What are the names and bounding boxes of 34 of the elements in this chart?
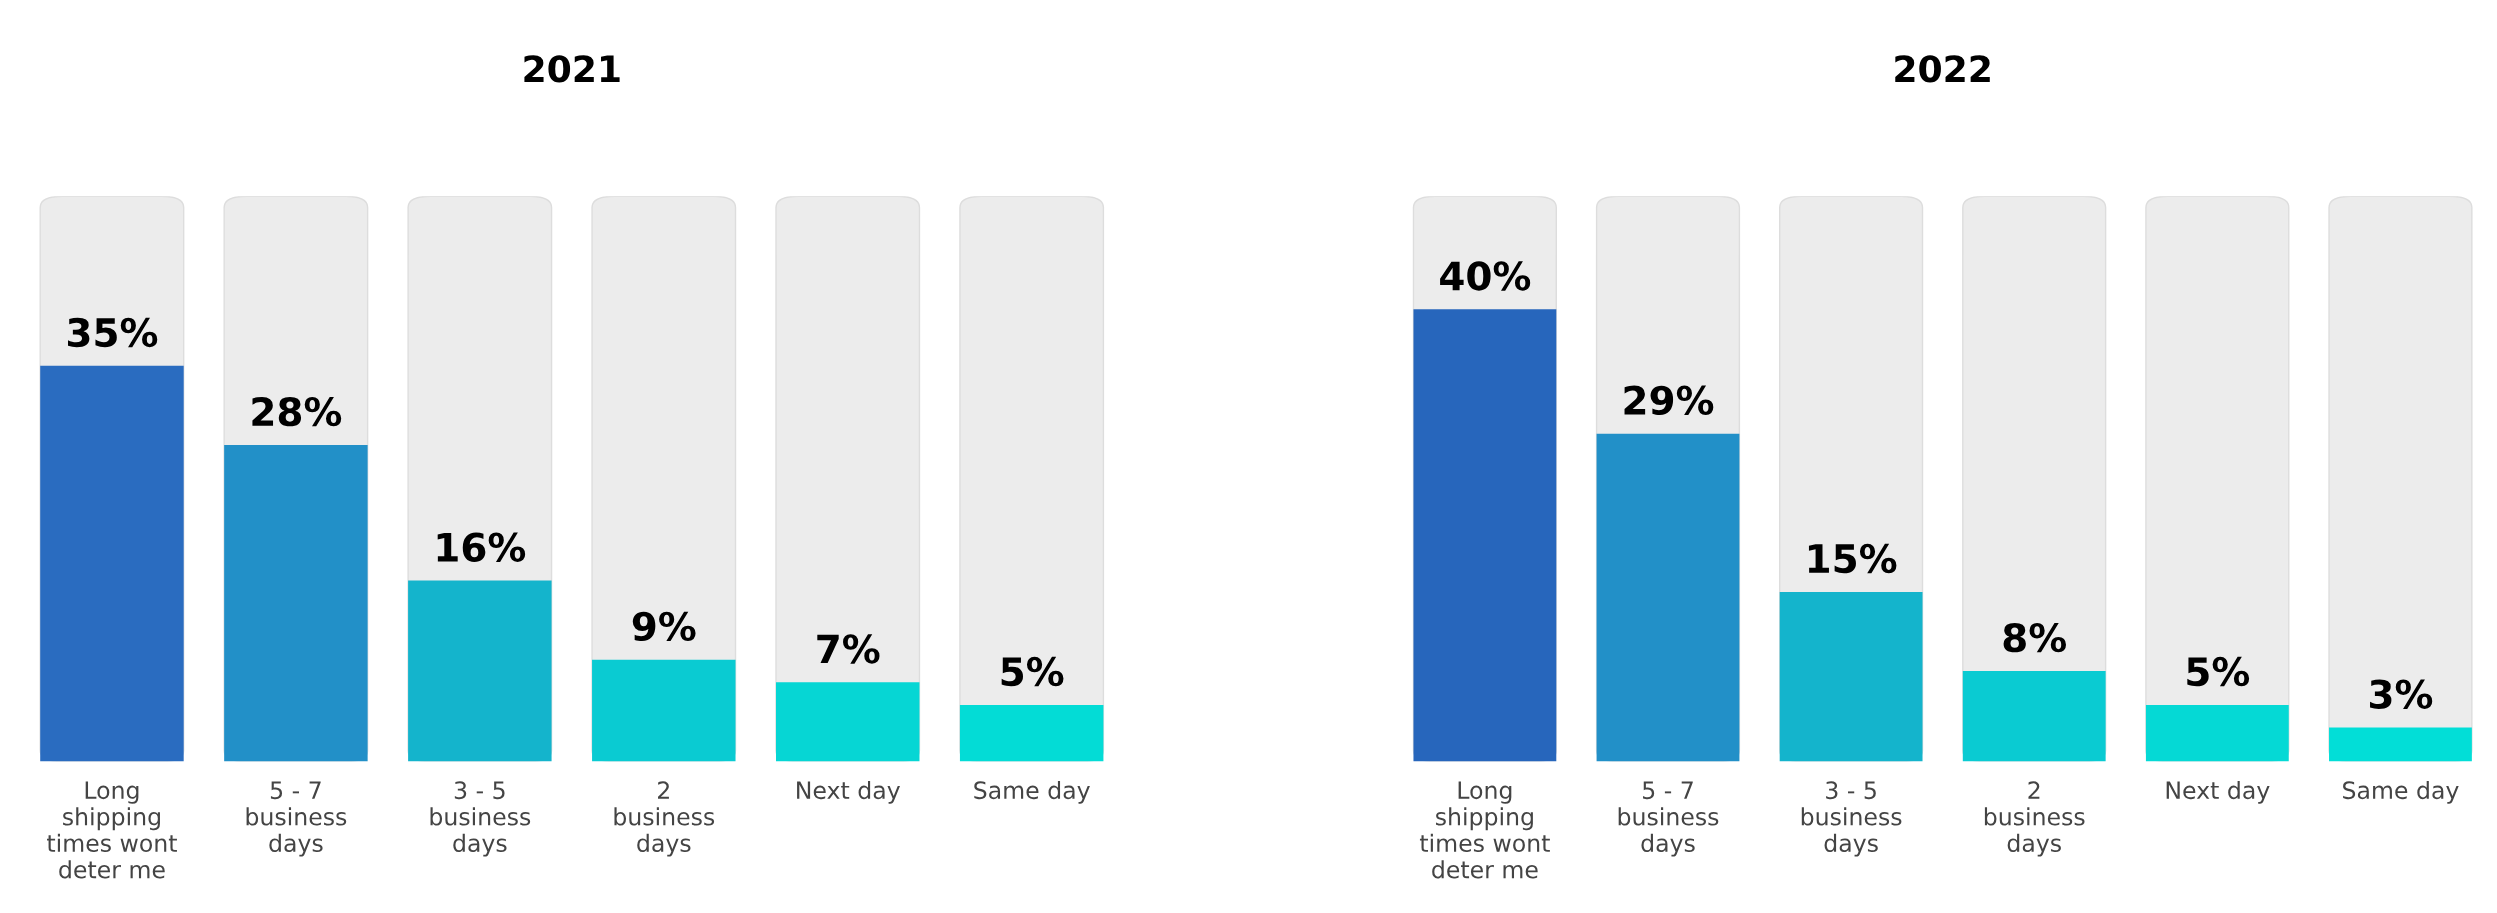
data-label: 35% [68, 317, 158, 348]
x-tick-label: 3 - 5 business days [1801, 781, 1902, 857]
data-label: 8% [2003, 622, 2066, 653]
x-tick-label: 5 - 7 business days [246, 781, 347, 857]
x-tick-label: Same day [2343, 780, 2459, 804]
data-label: 5% [2187, 656, 2250, 687]
bar [775, 682, 920, 762]
bar [592, 659, 736, 762]
chart-title: 2021 [524, 55, 620, 83]
data-label: 29% [1624, 385, 1714, 416]
data-label: 28% [252, 396, 342, 427]
data-label: 40% [1440, 261, 1531, 291]
x-tick-label: Next day [2166, 780, 2270, 804]
chart-title: 2022 [1895, 55, 1990, 83]
bar [1962, 671, 2106, 762]
x-tick-label: Long shipping times wont deter me [47, 781, 177, 879]
x-tick-label: Long shipping times wont deter me [1419, 781, 1550, 879]
x-tick-label: Same day [974, 780, 1090, 804]
x-tick-label: 2 business days [614, 781, 715, 857]
x-tick-label: 3 - 5 business days [430, 781, 531, 857]
data-label: 5% [1001, 656, 1064, 687]
bar [959, 704, 1104, 762]
data-label: 16% [437, 532, 526, 562]
bar [408, 580, 552, 762]
data-label: 9% [632, 611, 696, 642]
data-label: 3% [2370, 679, 2433, 709]
x-tick-label: 2 business days [1984, 781, 2085, 857]
data-label: 7% [817, 634, 880, 664]
data-label: 15% [1808, 543, 1897, 574]
x-tick-label: Next day [797, 780, 900, 804]
x-tick-label: 5 - 7 business days [1618, 781, 1719, 857]
bar [2145, 704, 2289, 762]
bar [1779, 591, 1923, 762]
bar [2329, 727, 2472, 762]
